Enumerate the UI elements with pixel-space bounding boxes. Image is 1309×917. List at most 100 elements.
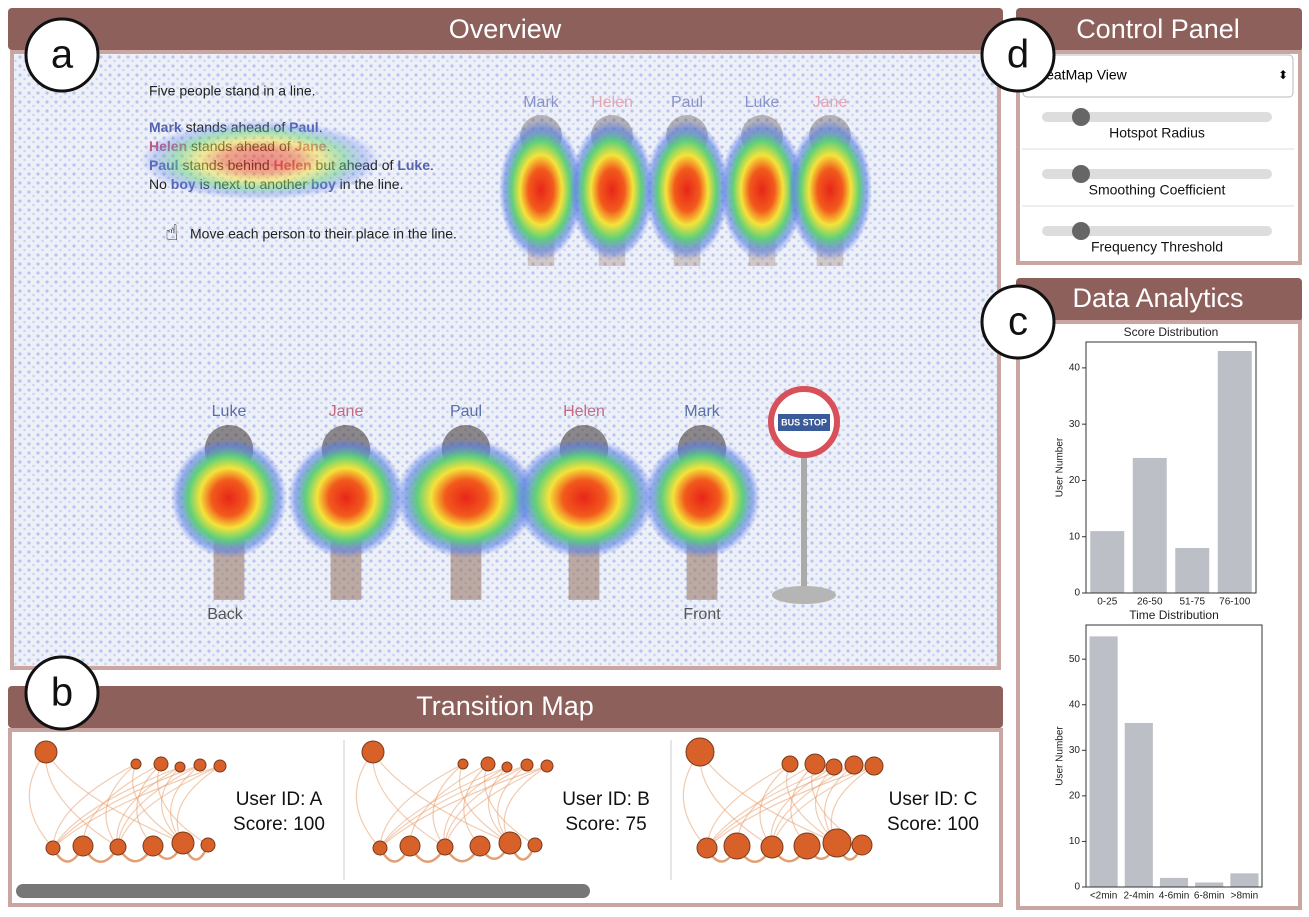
- user-id: User ID: A: [236, 789, 323, 810]
- aoi-node: [851, 834, 873, 856]
- top-name: Mark: [523, 94, 560, 111]
- analytics-frame: [1016, 320, 1302, 910]
- transition-arc: [379, 764, 528, 849]
- clue-part: Mark: [149, 119, 182, 135]
- transition-arc: [444, 765, 548, 848]
- aoi-node: [527, 837, 543, 853]
- transition-arc: [372, 751, 511, 844]
- slider-track: [1042, 169, 1272, 179]
- x-tick-label: <2min: [1090, 891, 1118, 902]
- hand-icon: ☝: [165, 220, 178, 245]
- heat-blob: [140, 120, 380, 200]
- y-tick-label: 40: [1069, 363, 1081, 374]
- bottom-name: Mark: [684, 403, 721, 420]
- transition-arc: [379, 763, 464, 849]
- control-header: [1016, 8, 1302, 52]
- top-name: Paul: [671, 94, 703, 111]
- transition-arc: [52, 763, 137, 849]
- transition-arc: [45, 751, 184, 844]
- aoi-node: [781, 755, 799, 773]
- top-name: Luke: [745, 94, 780, 111]
- aoi-node: [193, 758, 207, 772]
- transition-arc: [706, 765, 875, 849]
- analytics-header: [1016, 278, 1302, 322]
- y-tick-label: 0: [1074, 882, 1080, 893]
- aoi-node: [34, 740, 58, 764]
- y-axis-label: User Number: [1055, 726, 1066, 786]
- transition-arc: [706, 764, 855, 849]
- transition-arc: [459, 763, 511, 844]
- aoi-node: [864, 756, 884, 776]
- scrollbar[interactable]: [16, 884, 590, 898]
- transition-arc: [379, 765, 548, 849]
- panel-label: b: [51, 671, 73, 715]
- y-axis-label: User Number: [1055, 437, 1066, 497]
- clue-part: Luke: [397, 157, 430, 173]
- slider-label: Frequency Threshold: [1091, 239, 1223, 255]
- x-tick-label: 4-6min: [1159, 891, 1190, 902]
- sign-text: BUS STOP: [781, 417, 827, 427]
- aoi-node: [457, 758, 469, 770]
- x-tick-label: 6-8min: [1194, 891, 1225, 902]
- transition-arc: [52, 765, 221, 849]
- aoi-node: [501, 761, 513, 773]
- transition-arc: [116, 766, 181, 848]
- y-tick-label: 20: [1069, 791, 1081, 802]
- aoi-node: [825, 758, 843, 776]
- aoi-node: [109, 838, 127, 856]
- panel-label-circle: [24, 17, 100, 93]
- aoi-node: [498, 831, 522, 855]
- slider-track: [1042, 226, 1272, 236]
- bar: [1124, 722, 1153, 887]
- slider-knob[interactable]: [1072, 165, 1090, 183]
- transition-arc: [497, 764, 528, 844]
- transition-arc: [170, 764, 201, 844]
- aoi-node: [469, 835, 491, 857]
- transition-arc: [771, 765, 875, 848]
- intro: Five people stand in a line.: [149, 83, 316, 99]
- aoi-node: [520, 758, 534, 772]
- bar: [1089, 636, 1118, 887]
- transition-arc: [444, 764, 528, 848]
- heat-blob: [720, 120, 804, 260]
- aoi-node: [142, 835, 164, 857]
- heat-blob: [645, 120, 729, 260]
- transition-arc: [136, 763, 162, 847]
- x-tick-label: 26-50: [1137, 597, 1163, 608]
- aoi-node: [130, 758, 142, 770]
- slider-knob[interactable]: [1072, 222, 1090, 240]
- y-tick-label: 40: [1069, 699, 1081, 710]
- user-id: User ID: B: [562, 789, 650, 810]
- transition-title: Transition Map: [416, 691, 594, 721]
- control-title: Control Panel: [1076, 14, 1240, 44]
- panel-label-circle: [980, 284, 1056, 360]
- user-score: Score: 100: [233, 814, 325, 835]
- aoi-node: [174, 761, 186, 773]
- y-tick-label: 0: [1074, 588, 1080, 599]
- slider-knob[interactable]: [1072, 108, 1090, 126]
- bar: [1175, 547, 1210, 593]
- sign-pole: [801, 452, 807, 587]
- aoi-node: [171, 831, 195, 855]
- clue-part: .: [430, 157, 434, 173]
- transition-arc: [355, 751, 381, 849]
- transition-frame: [8, 728, 1003, 907]
- transition-arc: [706, 766, 835, 849]
- slider-track: [1042, 112, 1272, 122]
- user-score: Score: 100: [887, 814, 979, 835]
- bar: [1217, 351, 1252, 593]
- transition-arc: [379, 766, 508, 849]
- transition-arc: [484, 763, 536, 846]
- bottom-name: Jane: [329, 403, 364, 420]
- heat-blob: [514, 438, 654, 558]
- transition-arc: [132, 763, 184, 844]
- aoi-node: [793, 832, 821, 860]
- aoi-node: [723, 832, 751, 860]
- transition-arc: [117, 764, 201, 848]
- transition-arc: [157, 763, 209, 846]
- top-name: Jane: [813, 94, 848, 111]
- aoi-node: [361, 740, 385, 764]
- aoi-node: [760, 835, 784, 859]
- overview-title: Overview: [449, 14, 562, 44]
